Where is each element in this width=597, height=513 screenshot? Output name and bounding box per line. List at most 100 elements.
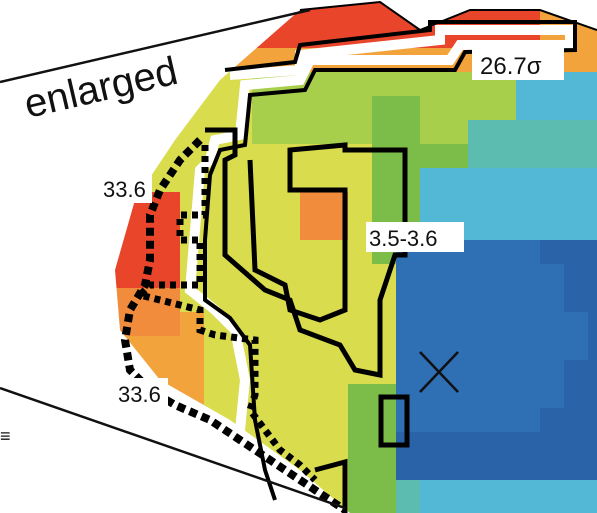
heat-cell	[444, 288, 469, 313]
heat-cell	[204, 48, 229, 73]
heat-cell	[564, 336, 589, 361]
heat-cell	[540, 96, 565, 121]
heat-cell	[276, 360, 301, 385]
heat-cell	[540, 456, 565, 481]
heat-cell	[396, 120, 421, 145]
heat-cell	[252, 504, 277, 513]
heat-cell	[252, 312, 277, 337]
heat-cell	[492, 240, 517, 265]
heat-cell	[348, 312, 373, 337]
heat-cell	[540, 144, 565, 169]
heat-cell	[252, 24, 277, 49]
heat-cell	[492, 504, 517, 513]
heat-cell	[468, 312, 493, 337]
heat-cell	[324, 432, 349, 457]
heat-cell	[252, 216, 277, 241]
heat-cell	[588, 264, 597, 289]
heat-cell	[492, 312, 517, 337]
heat-cell	[300, 216, 325, 241]
heat-cell	[492, 120, 517, 145]
heat-cell	[372, 192, 397, 217]
heat-cell	[300, 264, 325, 289]
heat-cell	[348, 336, 373, 361]
heat-cell	[156, 120, 181, 145]
heat-cell	[276, 384, 301, 409]
heat-cell	[516, 336, 541, 361]
heat-cell	[204, 72, 229, 97]
heat-cell	[444, 456, 469, 481]
heat-cell	[588, 168, 597, 193]
heat-cell	[115, 240, 133, 265]
heat-cell	[396, 360, 421, 385]
heat-cell	[132, 24, 157, 49]
heat-cell	[324, 96, 349, 121]
heat-cell	[444, 120, 469, 145]
heat-cell	[516, 240, 541, 265]
heat-cell	[492, 456, 517, 481]
heat-cell	[348, 120, 373, 145]
heat-cell	[348, 504, 373, 513]
heat-cell	[276, 408, 301, 433]
heat-cell	[516, 432, 541, 457]
heat-cell	[588, 504, 597, 513]
heat-cell	[420, 288, 445, 313]
heat-cell	[468, 264, 493, 289]
heat-cell	[468, 432, 493, 457]
heat-cell	[156, 312, 181, 337]
heat-cell	[492, 432, 517, 457]
heat-cell	[228, 504, 253, 513]
heat-cell	[276, 120, 301, 145]
heat-cell	[564, 480, 589, 505]
heat-cell	[228, 216, 253, 241]
heat-cell	[444, 192, 469, 217]
heat-cell	[396, 72, 421, 97]
heat-cell	[588, 72, 597, 97]
heat-cell	[588, 384, 597, 409]
heat-cell	[132, 336, 157, 361]
heat-cell	[588, 312, 597, 337]
heat-cell	[180, 48, 205, 73]
heat-cell	[396, 288, 421, 313]
edge-mark: ≡	[0, 426, 11, 446]
heat-cell	[540, 168, 565, 193]
heat-cell	[492, 96, 517, 121]
heat-cell	[204, 360, 229, 385]
heat-cell	[372, 72, 397, 97]
heat-cell	[348, 408, 373, 433]
heat-cell	[492, 480, 517, 505]
heat-cell	[348, 2, 373, 25]
heat-cell	[115, 504, 133, 513]
heat-cell	[396, 336, 421, 361]
heat-cell	[204, 96, 229, 121]
heat-cell	[276, 504, 301, 513]
heat-cell	[300, 408, 325, 433]
heat-cell	[132, 2, 157, 25]
heat-cell	[396, 168, 421, 193]
heat-cell	[516, 384, 541, 409]
heat-cell	[204, 432, 229, 457]
heat-cell	[444, 168, 469, 193]
heat-cell	[540, 480, 565, 505]
heat-cell	[420, 264, 445, 289]
heat-cell	[372, 312, 397, 337]
heat-cell	[564, 432, 589, 457]
heat-cell	[348, 264, 373, 289]
heat-cell	[468, 408, 493, 433]
heat-cell	[396, 480, 421, 505]
heat-cell	[372, 504, 397, 513]
heat-cell	[588, 432, 597, 457]
heat-cell	[396, 264, 421, 289]
heat-cell	[444, 264, 469, 289]
heat-cell	[588, 408, 597, 433]
heat-cell	[276, 240, 301, 265]
heat-cell	[444, 504, 469, 513]
heat-cell	[132, 408, 157, 433]
heat-cell	[115, 120, 133, 145]
heat-cell	[588, 360, 597, 385]
contour-dotted-inner	[133, 145, 318, 483]
heat-cell	[564, 408, 589, 433]
heat-cell	[540, 288, 565, 313]
heat-cell	[420, 192, 445, 217]
heat-cell	[588, 120, 597, 145]
